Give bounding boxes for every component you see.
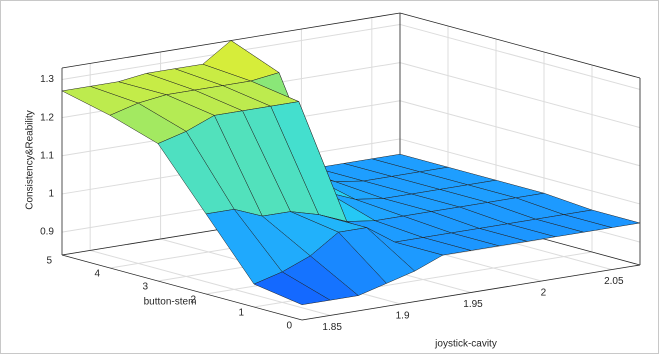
z-grid-line <box>399 138 641 205</box>
z-tick-label: 1.2 <box>40 112 54 123</box>
z-tick-label: 1 <box>48 189 54 200</box>
x-tick-label: 2 <box>541 288 547 299</box>
z-grid-line <box>399 62 641 129</box>
y-tick-label: 1 <box>238 308 244 319</box>
axis-box-edge <box>301 264 641 321</box>
x-axis-label: joystick-cavity <box>434 339 497 350</box>
x-tick-label: 2.05 <box>604 276 624 287</box>
axis-box-edge <box>399 12 641 79</box>
y-tick-label: 0 <box>286 321 292 332</box>
axis-box-edge <box>61 254 303 321</box>
z-tick-label: 1.3 <box>40 74 54 85</box>
y-tick-label: 4 <box>94 269 100 280</box>
y-axis-label: button-stem <box>144 297 197 308</box>
y-tick-label: 3 <box>142 282 148 293</box>
z-tick-label: 0.9 <box>40 227 54 238</box>
y-tick-label: 2 <box>190 295 196 306</box>
x-tick-label: 1.85 <box>322 322 342 333</box>
z-grid-line <box>399 100 641 167</box>
z-axis-label: Consistency&Reability <box>25 110 36 210</box>
z-grid-line <box>399 23 641 90</box>
x-grid-line <box>90 249 331 316</box>
y-tick-label: 5 <box>46 256 52 267</box>
x-tick-label: 1.95 <box>463 299 483 310</box>
z-tick-label: 1.1 <box>40 150 54 161</box>
x-tick-label: 1.9 <box>396 311 410 322</box>
surface-patch <box>253 271 331 305</box>
